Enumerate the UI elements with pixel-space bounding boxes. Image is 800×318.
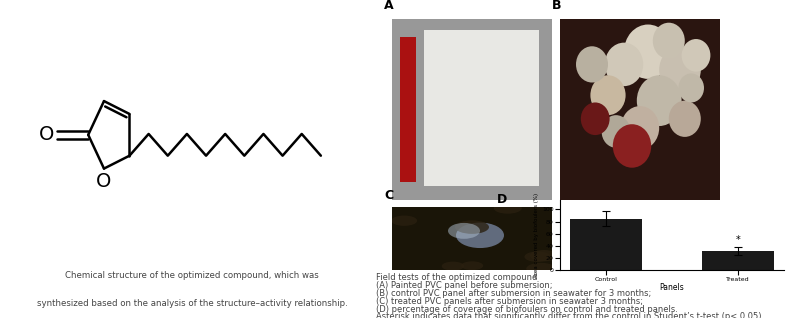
Text: (D) percentage of coverage of biofoulers on control and treated panels.: (D) percentage of coverage of biofoulers… — [376, 305, 678, 314]
Bar — [570, 218, 642, 270]
Text: (A) Painted PVC panel before submersion;: (A) Painted PVC panel before submersion; — [376, 281, 553, 290]
Circle shape — [581, 102, 610, 135]
Ellipse shape — [456, 223, 504, 248]
Y-axis label: Area covered by biofoulers (%): Area covered by biofoulers (%) — [534, 193, 539, 278]
Text: (C) treated PVC panels after submersion in seawater 3 months;: (C) treated PVC panels after submersion … — [376, 297, 643, 306]
Text: synthesized based on the analysis of the structure–activity relationship.: synthesized based on the analysis of the… — [37, 299, 347, 308]
Circle shape — [621, 106, 659, 149]
Bar — [424, 30, 539, 186]
Circle shape — [624, 24, 672, 79]
Text: O: O — [39, 125, 54, 144]
Circle shape — [530, 250, 558, 261]
X-axis label: Panels: Panels — [660, 283, 684, 292]
Bar — [400, 37, 416, 182]
Circle shape — [605, 43, 643, 86]
Circle shape — [461, 261, 483, 270]
Text: A: A — [384, 0, 394, 12]
Text: C: C — [384, 189, 393, 202]
Circle shape — [678, 73, 704, 102]
Circle shape — [682, 39, 710, 72]
Text: Chemical structure of the optimized compound, which was: Chemical structure of the optimized comp… — [65, 271, 319, 280]
Circle shape — [442, 262, 464, 271]
Circle shape — [455, 220, 489, 234]
Bar — [702, 251, 774, 270]
Circle shape — [613, 124, 651, 168]
Ellipse shape — [448, 223, 480, 239]
Text: (B) control PVC panel after submersion in seawater for 3 months;: (B) control PVC panel after submersion i… — [376, 289, 651, 298]
Text: O: O — [96, 172, 112, 191]
Text: Asterisk indicates data that significantly differ from the control in Student’s : Asterisk indicates data that significant… — [376, 312, 764, 318]
Circle shape — [525, 252, 550, 262]
Circle shape — [653, 23, 685, 59]
Text: D: D — [498, 193, 507, 206]
Text: *: * — [735, 235, 740, 245]
Circle shape — [659, 46, 701, 93]
Circle shape — [526, 263, 556, 274]
Circle shape — [637, 75, 682, 126]
Circle shape — [590, 75, 626, 115]
Text: B: B — [552, 0, 562, 12]
Circle shape — [391, 216, 417, 226]
Circle shape — [576, 46, 608, 83]
Circle shape — [602, 115, 630, 148]
Text: Field tests of the optimized compound: Field tests of the optimized compound — [376, 273, 538, 282]
Circle shape — [669, 100, 701, 137]
Circle shape — [494, 203, 522, 214]
